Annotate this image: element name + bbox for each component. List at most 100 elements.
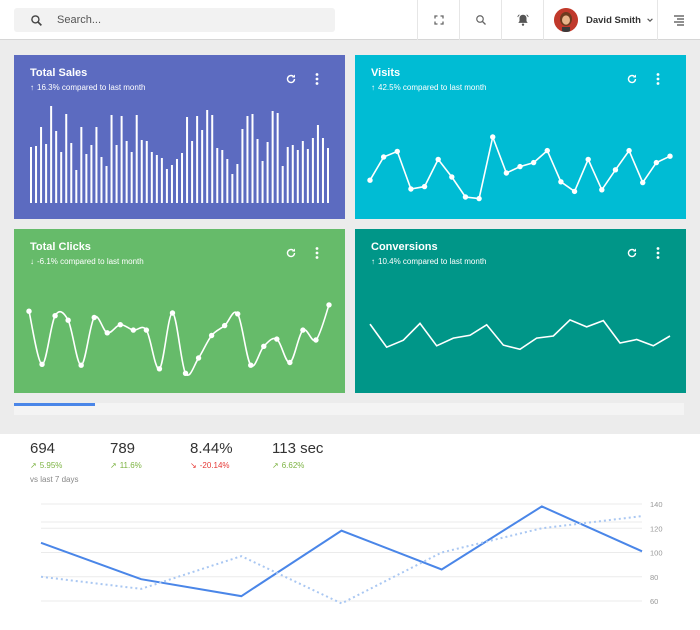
y-tick-label: 100: [650, 549, 663, 558]
card-subtitle: ↑ 10.4% compared to last month: [371, 257, 487, 266]
data-point: [195, 355, 202, 361]
data-point: [182, 370, 189, 376]
card-title: Visits: [371, 67, 401, 79]
data-point: [571, 188, 578, 195]
data-point: [313, 337, 319, 343]
refresh-icon[interactable]: [626, 247, 638, 259]
stat-2: 789 ↗ 11.6%: [110, 440, 142, 470]
total-clicks-chart: [26, 302, 332, 376]
data-point: [221, 322, 228, 329]
refresh-icon[interactable]: [626, 73, 638, 85]
data-point: [599, 187, 605, 193]
stat-3: 8.44% ↘ -20.14%: [190, 440, 233, 470]
conversions-chart: [369, 318, 671, 351]
data-point: [490, 134, 496, 140]
stat-value: 694: [30, 440, 56, 457]
trending-down-icon: ↘: [190, 461, 197, 470]
refresh-icon[interactable]: [285, 73, 297, 85]
data-point: [462, 194, 469, 200]
chevron-down-icon: [647, 18, 653, 22]
refresh-icon[interactable]: [285, 247, 297, 259]
arrow-up-icon: ↑: [30, 83, 34, 92]
arrow-up-icon: ↑: [371, 83, 375, 92]
data-point: [558, 179, 564, 185]
card-subtitle: ↑ 16.3% compared to last month: [30, 83, 146, 92]
top-bar: David Smith: [0, 0, 700, 40]
search-icon: [31, 14, 42, 26]
trending-up-icon: ↗: [30, 461, 37, 470]
stat-value: 789: [110, 440, 136, 457]
card-subtitle: ↑ 42.5% compared to last month: [371, 83, 487, 92]
data-point: [26, 308, 32, 314]
stat-4: 113 sec ↗ 6.62%: [272, 440, 323, 470]
trending-up-icon: ↗: [110, 461, 117, 470]
data-point: [143, 327, 150, 333]
y-tick-label: 80: [650, 573, 658, 582]
card-title: Total Sales: [30, 67, 88, 79]
data-point: [394, 148, 400, 155]
data-point: [435, 156, 441, 163]
fullscreen-button[interactable]: [417, 0, 459, 40]
stat-value: 113 sec: [272, 440, 324, 457]
stat-value: 8.44%: [190, 440, 233, 457]
data-point: [39, 361, 45, 367]
data-point: [156, 366, 163, 372]
total-sales-card: Total Sales ↑ 16.3% compared to last mon…: [14, 55, 345, 219]
data-point: [169, 310, 176, 316]
data-point: [626, 147, 632, 154]
data-point: [380, 154, 387, 160]
data-point: [91, 314, 97, 321]
visits-chart: [367, 134, 673, 202]
data-point: [117, 322, 124, 328]
data-point: [640, 179, 646, 186]
data-point: [530, 159, 537, 166]
menu-icon: [673, 15, 684, 26]
more-vert-icon[interactable]: [656, 73, 660, 85]
tab-strip: [14, 403, 684, 415]
more-vert-icon[interactable]: [315, 247, 319, 259]
total-sales-chart: [30, 106, 329, 203]
data-point: [130, 327, 137, 333]
data-point: [544, 147, 550, 154]
search-icon: [475, 15, 486, 25]
data-point: [367, 177, 373, 183]
search-box[interactable]: [14, 8, 335, 32]
data-point: [408, 186, 414, 192]
data-point: [585, 156, 591, 163]
stat-change: ↘ -20.14%: [190, 461, 230, 470]
more-vert-icon[interactable]: [315, 73, 319, 85]
stat-note: vs last 7 days: [30, 475, 79, 484]
data-point: [667, 153, 673, 159]
stat-change: ↗ 5.95%: [30, 461, 63, 470]
data-point: [503, 170, 510, 176]
total-clicks-card: Total Clicks ↓ -6.1% compared to last mo…: [14, 229, 345, 393]
stat-change: ↗ 11.6%: [110, 461, 142, 470]
data-point: [517, 163, 523, 170]
y-tick-label: 60: [650, 597, 658, 606]
visits-card: Visits ↑ 42.5% compared to last month: [355, 55, 686, 219]
user-name: David Smith: [586, 14, 641, 26]
fullscreen-icon: [433, 15, 444, 25]
card-title: Conversions: [371, 241, 438, 253]
data-point: [300, 327, 306, 333]
stats-panel: 694 ↗ 5.95% vs last 7 days 789 ↗ 11.6% 8.4…: [0, 434, 700, 630]
active-tab-indicator[interactable]: [14, 403, 95, 406]
avatar: [554, 8, 578, 32]
search-button[interactable]: [459, 0, 501, 40]
search-input[interactable]: [57, 14, 297, 26]
data-point: [104, 330, 110, 336]
user-menu[interactable]: David Smith: [543, 0, 657, 40]
y-tick-label: 140: [650, 500, 663, 509]
stat-1: 694 ↗ 5.95% vs last 7 days: [30, 440, 78, 484]
data-point: [449, 174, 455, 180]
arrow-down-icon: ↓: [30, 257, 34, 266]
notifications-button[interactable]: [501, 0, 543, 40]
card-subtitle: ↓ -6.1% compared to last month: [30, 257, 144, 266]
menu-button[interactable]: [657, 0, 699, 40]
data-point: [248, 362, 254, 368]
more-vert-icon[interactable]: [656, 247, 660, 259]
data-point: [234, 311, 241, 317]
data-point: [52, 313, 58, 319]
stat-change: ↗ 6.62%: [272, 461, 305, 470]
series-line: [369, 318, 671, 351]
